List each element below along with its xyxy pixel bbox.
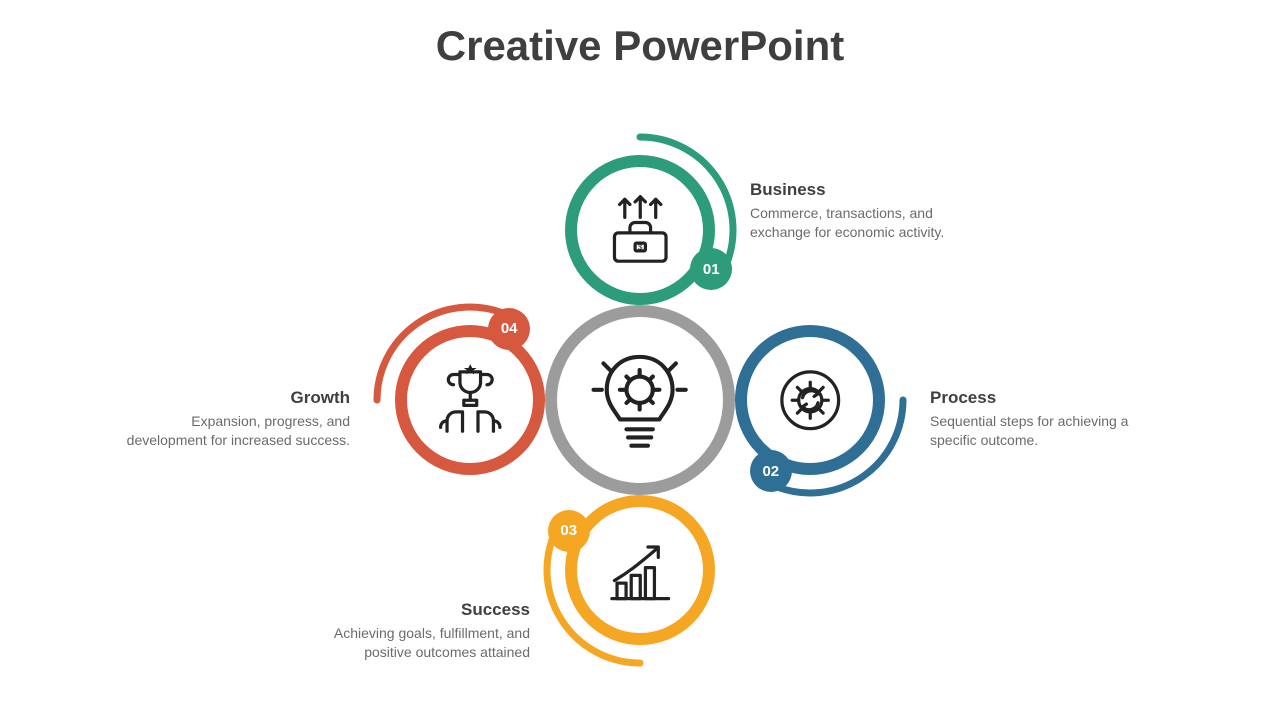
process-desc: Sequential steps for achieving a specifi… (930, 412, 1170, 450)
growth-label: Growth Expansion, progress, and developme… (110, 388, 350, 450)
process-head: Process (930, 388, 1170, 408)
success-desc: Achieving goals, fulfillment, and positi… (290, 624, 530, 662)
business-label: Business Commerce, transactions, and exch… (750, 180, 990, 242)
business-head: Business (750, 180, 990, 200)
success-label: Success Achieving goals, fulfillment, and… (290, 600, 530, 662)
process-node (735, 325, 885, 475)
success-node (565, 495, 715, 645)
center-icon-holder (559, 319, 721, 481)
growth-badge: 04 (488, 308, 530, 350)
briefcase-arrows-icon: $ (599, 189, 682, 272)
success-head: Success (290, 600, 530, 620)
trophy-hands-icon (429, 359, 512, 442)
business-desc: Commerce, transactions, and exchange for… (750, 204, 990, 242)
growth-head: Growth (110, 388, 350, 408)
process-badge: 02 (750, 450, 792, 492)
lightbulb-gear-icon (587, 347, 692, 452)
business-node: $ (565, 155, 715, 305)
infographic-stage: Creative PowerPoint $ 01 Business Commerce… (0, 0, 1280, 720)
growth-node (395, 325, 545, 475)
svg-text:$: $ (638, 242, 643, 251)
business-badge: 01 (690, 248, 732, 290)
success-badge: 03 (548, 510, 590, 552)
growth-chart-icon (599, 529, 682, 612)
growth-desc: Expansion, progress, and development for… (110, 412, 350, 450)
gear-cycle-icon (769, 359, 852, 442)
process-label: Process Sequential steps for achieving a … (930, 388, 1170, 450)
page-title: Creative PowerPoint (0, 22, 1280, 70)
